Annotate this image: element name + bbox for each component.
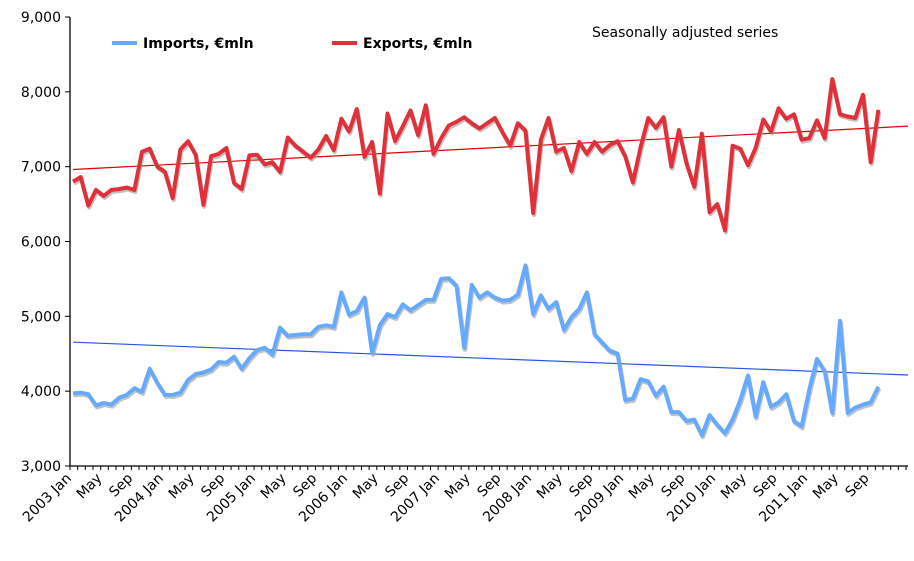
x-tick-label: May bbox=[718, 471, 750, 503]
series-line-exports bbox=[71, 77, 881, 233]
y-tick-label: 6,000 bbox=[21, 235, 61, 251]
x-tick-label: May bbox=[74, 471, 106, 503]
y-tick-label: 3,000 bbox=[21, 459, 61, 475]
series-line-imports bbox=[72, 263, 881, 438]
y-tick-label: 9,000 bbox=[21, 10, 61, 26]
x-tick-label: May bbox=[258, 471, 290, 503]
trendline-imports bbox=[72, 341, 909, 376]
x-tick-label: May bbox=[442, 471, 474, 503]
x-tick-label: May bbox=[626, 471, 658, 503]
x-tick-label: Sep bbox=[843, 470, 873, 500]
axes: 3,000 4,000 5,000 6,000 7,000 8,000 9,000 2003 … bbox=[20, 10, 908, 525]
y-tick-label: 7,000 bbox=[21, 160, 61, 176]
y-tick-label: 4,000 bbox=[21, 384, 61, 400]
legend-label-exports: Exports, €mln bbox=[363, 36, 472, 52]
x-tick-label: 2003 Jan bbox=[20, 471, 75, 526]
x-tick-label: May bbox=[166, 471, 198, 503]
legend: Imports, €mln Exports, €mln bbox=[112, 36, 472, 52]
x-tick-label: May bbox=[810, 471, 842, 503]
series-lines bbox=[71, 77, 882, 440]
chart-annotation: Seasonally adjusted series bbox=[592, 25, 778, 41]
legend-label-imports: Imports, €mln bbox=[143, 36, 254, 52]
y-tick-label: 5,000 bbox=[21, 309, 61, 325]
y-tick-label: 8,000 bbox=[21, 85, 61, 101]
x-tick-label: May bbox=[350, 471, 382, 503]
x-tick-label: May bbox=[534, 471, 566, 503]
